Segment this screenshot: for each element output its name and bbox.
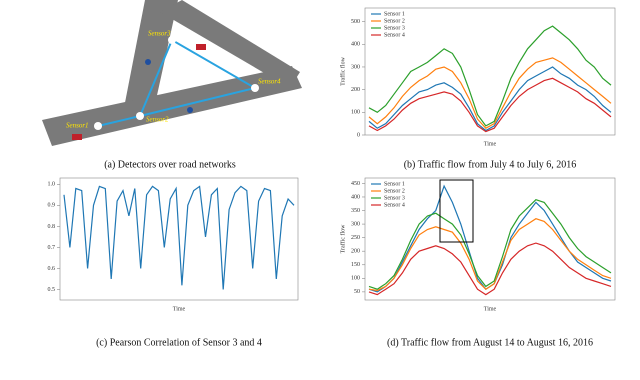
y-tick-label: 0.9: [48, 203, 56, 209]
y-tick-label: 0: [357, 132, 360, 138]
car: [145, 59, 151, 65]
y-tick-label: 200: [351, 87, 360, 93]
legend-label: Sensor 1: [384, 181, 405, 187]
car: [187, 107, 193, 113]
y-tick-label: 300: [351, 221, 360, 227]
legend-label: Sensor 3: [384, 195, 405, 201]
line-series: [368, 184, 612, 293]
legend-label: Sensor 3: [384, 25, 405, 31]
sensor: [168, 36, 176, 44]
sensor: [136, 112, 144, 120]
y-tick-label: 0.6: [48, 266, 56, 272]
sensor-label: Sensor3: [148, 30, 171, 38]
y-tick-label: 300: [351, 64, 360, 70]
legend-label: Sensor 2: [384, 188, 405, 194]
legend-label: Sensor 4: [384, 32, 405, 38]
line-series: [368, 57, 612, 129]
y-axis-label: Traffic flow: [339, 224, 346, 253]
car: [196, 44, 206, 50]
sensor: [94, 122, 102, 130]
y-tick-label: 0.7: [48, 245, 56, 251]
caption: (a) Detectors over road networks: [104, 159, 236, 170]
sensor-label: Sensor2: [146, 116, 169, 124]
caption: (b) Traffic flow from July 4 to July 6, …: [404, 159, 577, 170]
caption: (d) Traffic flow from August 14 to Augus…: [387, 337, 593, 348]
y-tick-label: 100: [351, 110, 360, 116]
y-tick-label: 1.0: [48, 182, 56, 188]
plot-frame: [59, 177, 299, 301]
y-tick-label: 500: [351, 19, 360, 25]
x-axis-label: Time: [484, 306, 497, 312]
y-tick-label: 100: [351, 276, 360, 282]
road-diagram: Sensor1 Sensor2 Sensor3 Sensor4 (a) Dete…: [42, 0, 302, 170]
line-series: [368, 25, 612, 127]
x-axis-label: Time: [484, 141, 497, 147]
sensor: [251, 84, 259, 92]
legend-label: Sensor 2: [384, 18, 405, 24]
y-tick-label: 200: [351, 249, 360, 255]
y-axis-label: Traffic flow: [339, 56, 346, 85]
line-series: [368, 199, 612, 290]
y-tick-label: 400: [351, 194, 360, 200]
road: [42, 66, 302, 146]
y-tick-label: 150: [351, 262, 360, 268]
caption: (c) Pearson Correlation of Sensor 3 and …: [96, 337, 262, 348]
y-tick-label: 350: [351, 208, 360, 214]
x-axis-label: Time: [173, 306, 186, 312]
y-tick-label: 0.8: [48, 224, 56, 230]
y-tick-label: 400: [351, 42, 360, 48]
legend-label: Sensor 4: [384, 202, 405, 208]
sensor-label: Sensor1: [66, 122, 89, 130]
line-series: [368, 66, 612, 132]
y-tick-label: 50: [354, 289, 360, 295]
plot-frame: [364, 177, 616, 301]
line-series: [63, 185, 295, 290]
legend-label: Sensor 1: [384, 11, 405, 17]
road: [160, 0, 300, 88]
line-series: [368, 77, 612, 133]
y-tick-label: 0.5: [48, 287, 56, 293]
y-tick-label: 450: [351, 181, 360, 187]
y-tick-label: 250: [351, 235, 360, 241]
line-series: [368, 242, 612, 296]
road: [122, 0, 178, 118]
car: [72, 134, 82, 140]
sensor-label: Sensor4: [258, 78, 281, 86]
line-series: [368, 218, 612, 292]
highlight-box: [439, 179, 474, 243]
plot-frame: [364, 7, 616, 136]
